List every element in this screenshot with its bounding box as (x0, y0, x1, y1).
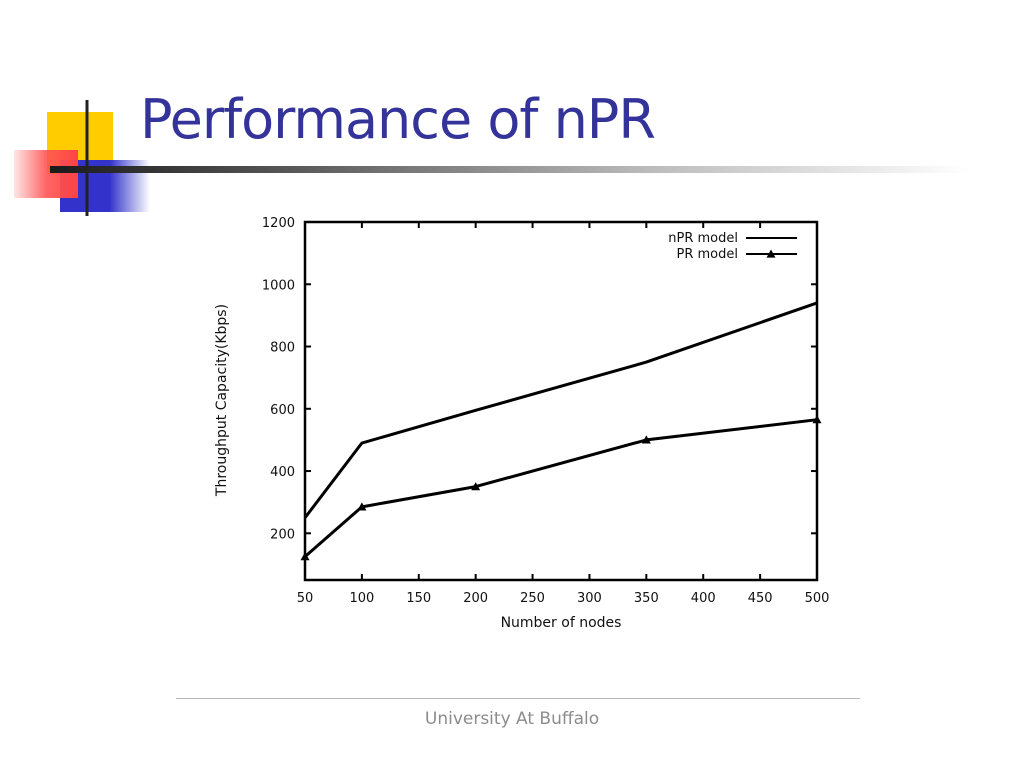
legend-label-pr-model: PR model (677, 247, 738, 262)
pr-model-line (304, 418, 818, 558)
y-axis-label: Throughput Capacity(Kbps) (214, 304, 230, 497)
footer-text: University At Buffalo (424, 709, 600, 729)
x-tick-label: 350 (634, 591, 659, 606)
legend-label-npr-model: nPR model (668, 231, 738, 246)
x-tick-label: 100 (349, 591, 374, 606)
x-tick-label: 250 (520, 591, 545, 606)
red-square (14, 150, 78, 198)
pr-model-point (300, 552, 310, 561)
legend-marker-pr-model (766, 249, 776, 258)
x-tick-label: 450 (748, 591, 773, 606)
npr-model-line (303, 301, 818, 519)
pr-model-point (471, 482, 481, 491)
x-tick-label: 300 (577, 591, 602, 606)
y-tick-label: 1200 (262, 216, 295, 231)
y-tick-label: 1000 (262, 278, 295, 293)
y-tick-label: 800 (270, 341, 295, 356)
x-axis-label: Number of nodes (501, 615, 622, 631)
pr-model-point (641, 435, 651, 444)
x-tick-label: 50 (297, 591, 314, 606)
title-underline (50, 166, 970, 173)
x-tick-label: 400 (691, 591, 716, 606)
y-tick-label: 400 (270, 465, 295, 480)
plot-frame (303, 220, 819, 582)
y-tick-label: 200 (270, 527, 295, 542)
x-tick-label: 500 (805, 591, 830, 606)
pr-model-point (357, 502, 367, 511)
pr-model-point (812, 415, 822, 424)
page-title: Performance of nPR (140, 88, 656, 151)
footer-divider (176, 698, 860, 699)
y-tick-label: 600 (270, 403, 295, 418)
x-tick-label: 200 (463, 591, 488, 606)
x-tick-label: 150 (406, 591, 431, 606)
